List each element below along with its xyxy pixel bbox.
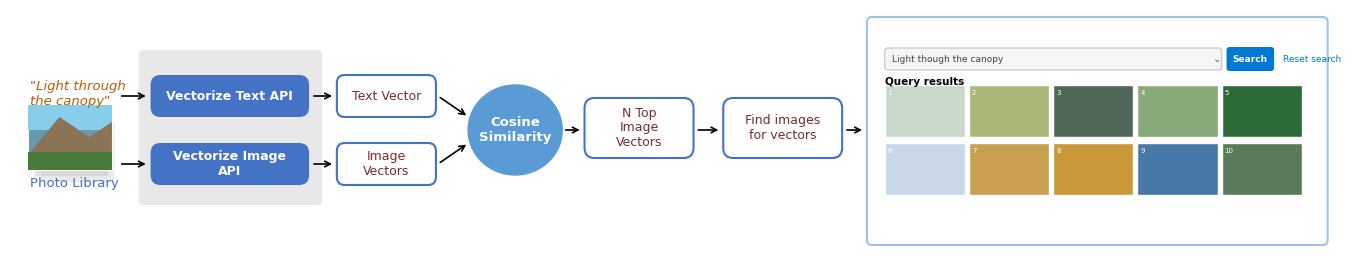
- FancyBboxPatch shape: [884, 48, 1221, 70]
- Text: 8: 8: [1056, 148, 1060, 154]
- FancyBboxPatch shape: [150, 143, 309, 185]
- FancyBboxPatch shape: [884, 143, 965, 195]
- FancyBboxPatch shape: [337, 75, 436, 117]
- FancyBboxPatch shape: [150, 75, 309, 117]
- FancyBboxPatch shape: [1221, 143, 1301, 195]
- FancyBboxPatch shape: [723, 98, 842, 158]
- Text: 10: 10: [1224, 148, 1233, 154]
- Text: Photo Library: Photo Library: [30, 177, 118, 190]
- Text: 5: 5: [1224, 90, 1229, 96]
- Text: 9: 9: [1140, 148, 1145, 154]
- FancyBboxPatch shape: [27, 105, 112, 130]
- Text: 2: 2: [972, 90, 976, 96]
- Text: 3: 3: [1056, 90, 1060, 96]
- FancyBboxPatch shape: [1053, 143, 1133, 195]
- FancyBboxPatch shape: [969, 85, 1049, 137]
- Text: "Light through
the canopy": "Light through the canopy": [30, 80, 126, 108]
- Ellipse shape: [468, 85, 562, 175]
- FancyBboxPatch shape: [34, 116, 108, 176]
- Text: Light though the canopy: Light though the canopy: [892, 55, 1003, 64]
- Text: ⌄: ⌄: [1213, 54, 1221, 64]
- Text: Text Vector: Text Vector: [352, 90, 421, 103]
- FancyBboxPatch shape: [27, 105, 112, 170]
- Polygon shape: [27, 117, 112, 155]
- FancyBboxPatch shape: [138, 50, 322, 205]
- Text: Search: Search: [1232, 55, 1267, 64]
- Text: 6: 6: [888, 148, 892, 154]
- FancyBboxPatch shape: [1221, 85, 1301, 137]
- FancyBboxPatch shape: [585, 98, 693, 158]
- Text: Vectorize Text API: Vectorize Text API: [167, 90, 294, 103]
- Text: Cosine
Similarity: Cosine Similarity: [479, 116, 551, 144]
- FancyBboxPatch shape: [1227, 47, 1274, 71]
- Text: Query results: Query results: [884, 77, 964, 87]
- FancyBboxPatch shape: [884, 85, 965, 137]
- Text: Find images
for vectors: Find images for vectors: [745, 114, 821, 142]
- FancyBboxPatch shape: [337, 143, 436, 185]
- FancyBboxPatch shape: [27, 152, 112, 170]
- Text: Vectorize Image
API: Vectorize Image API: [173, 150, 286, 178]
- FancyBboxPatch shape: [1053, 85, 1133, 137]
- Text: 4: 4: [1140, 90, 1144, 96]
- Text: N Top
Image
Vectors: N Top Image Vectors: [616, 107, 662, 149]
- FancyBboxPatch shape: [1137, 85, 1217, 137]
- Text: 1: 1: [888, 90, 892, 96]
- Text: Reset search: Reset search: [1284, 55, 1342, 64]
- FancyBboxPatch shape: [969, 143, 1049, 195]
- Text: Image
Vectors: Image Vectors: [363, 150, 409, 178]
- FancyBboxPatch shape: [39, 122, 114, 182]
- FancyBboxPatch shape: [1137, 143, 1217, 195]
- Text: 7: 7: [972, 148, 976, 154]
- FancyBboxPatch shape: [867, 17, 1328, 245]
